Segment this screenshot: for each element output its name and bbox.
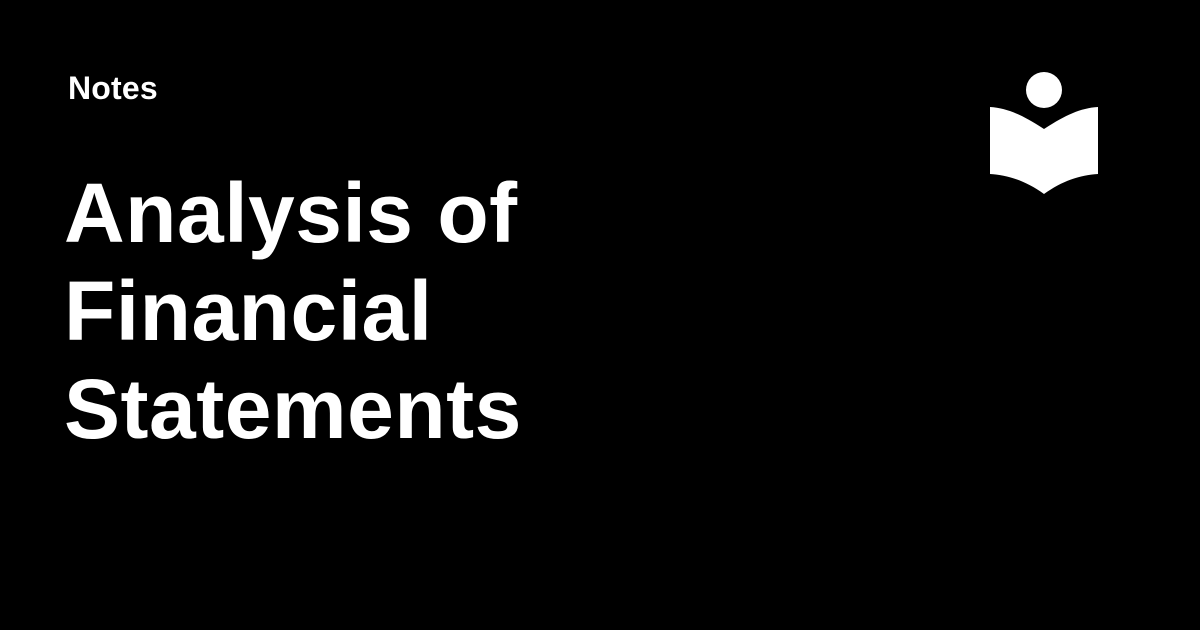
brand-logo [990,72,1098,196]
title-line-3: Statements [64,362,522,456]
title-line-2: Financial [64,264,433,358]
reading-person-book-icon [990,72,1098,194]
category-label: Notes [68,70,158,106]
title-line-1: Analysis of [64,166,518,260]
page-title: Analysis of Financial Statements [64,164,764,458]
